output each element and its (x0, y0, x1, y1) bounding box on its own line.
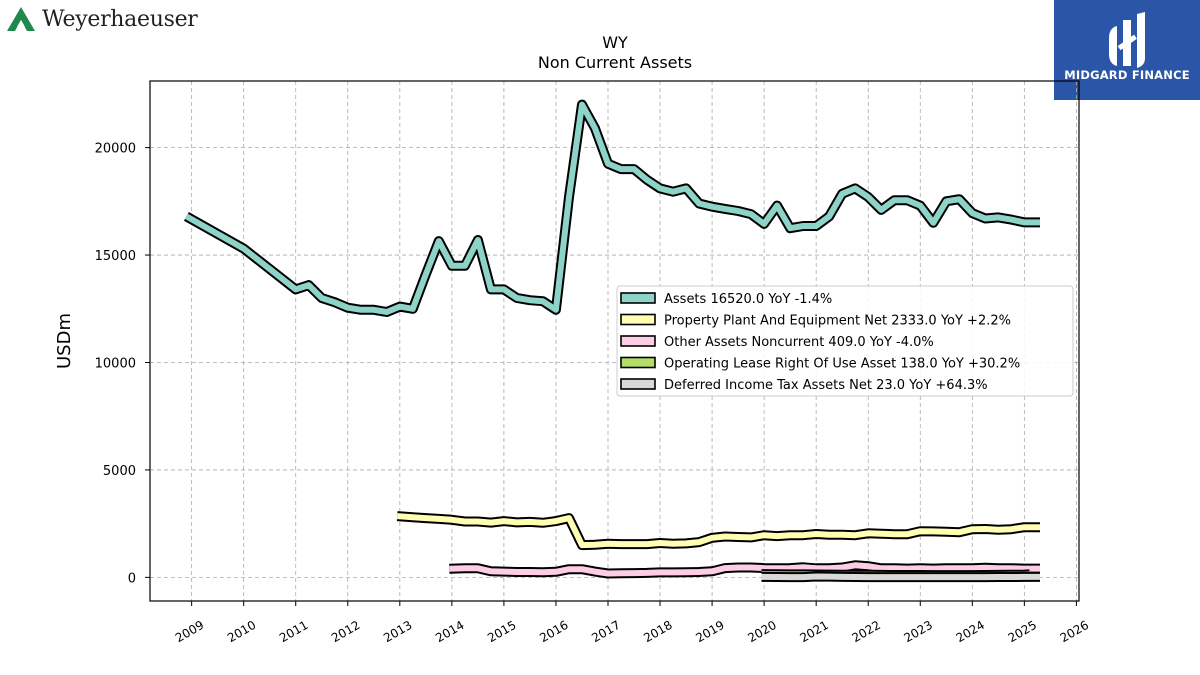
series-line (449, 562, 1040, 577)
midgard-finance-logo-icon (1109, 12, 1145, 68)
legend-swatch (620, 292, 656, 304)
weyerhaeuser-logo: Weyerhaeuser (6, 6, 198, 32)
x-tick-label: 2026 (1058, 618, 1091, 645)
series-deferred-income-tax-assets-net (761, 571, 1040, 583)
legend-entry: Operating Lease Right Of Use Asset 138.0… (664, 357, 1020, 372)
series-line (396, 513, 1040, 549)
x-tick-label: 2023 (902, 618, 935, 645)
x-tick-label: 2018 (641, 618, 674, 645)
x-tick-label: 2011 (277, 618, 310, 645)
series-property-plant-and-equipment-net (396, 511, 1040, 551)
x-tick-label: 2020 (745, 618, 778, 645)
midgard-finance-wordmark: MIDGARD FINANCE (1064, 68, 1190, 82)
y-axis-label: USDm (54, 313, 75, 369)
legend-entry: Deferred Income Tax Assets Net 23.0 YoY … (664, 378, 988, 393)
legend-box (616, 285, 1074, 397)
legend-swatch (620, 313, 656, 326)
x-tick-label: 2016 (537, 618, 570, 645)
y-tick-label: 0 (128, 571, 136, 586)
y-tick-label: 15000 (95, 249, 136, 264)
series-other-assets-noncurrent (449, 560, 1040, 579)
ticks-layer: 0 5000 10000 15000 20000 2009 2010 2011 2012 2013… (95, 142, 1091, 646)
series-layer (183, 99, 1040, 583)
series-line (761, 573, 1040, 581)
x-tick-label: 2010 (225, 618, 258, 645)
weyerhaeuser-wordmark: Weyerhaeuser (42, 6, 198, 32)
x-tick-label: 2025 (1006, 618, 1039, 645)
legend-swatch (620, 378, 656, 390)
midgard-finance-logo: MIDGARD FINANCE (1054, 0, 1200, 100)
chart-title: WY (602, 33, 628, 52)
series-outline (183, 99, 1040, 317)
x-tick-label: 2013 (381, 618, 414, 645)
x-tick-label: 2017 (589, 618, 622, 645)
legend-swatch (620, 356, 656, 369)
series-line (184, 101, 1040, 315)
legend-entry: Other Assets Noncurrent 409.0 YoY -4.0% (664, 335, 934, 350)
series-assets (183, 99, 1040, 317)
legend: Assets 16520.0 YoY -1.4% Property Plant A… (616, 285, 1074, 397)
x-tick-label: 2009 (173, 618, 206, 645)
x-tick-label: 2019 (693, 618, 726, 645)
legend-entry: Assets 16520.0 YoY -1.4% (664, 292, 832, 307)
x-tick-label: 2012 (329, 618, 362, 645)
legend-swatch (620, 335, 656, 347)
weyerhaeuser-logo-icon (7, 7, 35, 31)
x-tick-label: 2021 (797, 618, 830, 645)
y-tick-label: 10000 (95, 356, 136, 371)
legend-entry: Property Plant And Equipment Net 2333.0 … (664, 314, 1011, 329)
x-tick-label: 2015 (485, 618, 518, 645)
plot-frame (149, 80, 1080, 602)
y-tick-label: 5000 (103, 464, 136, 479)
x-tick-label: 2022 (849, 618, 882, 645)
y-tick-label: 20000 (95, 142, 136, 157)
chart-subtitle: Non Current Assets (538, 53, 692, 72)
x-tick-label: 2024 (954, 618, 987, 645)
x-tick-label: 2014 (433, 618, 466, 645)
